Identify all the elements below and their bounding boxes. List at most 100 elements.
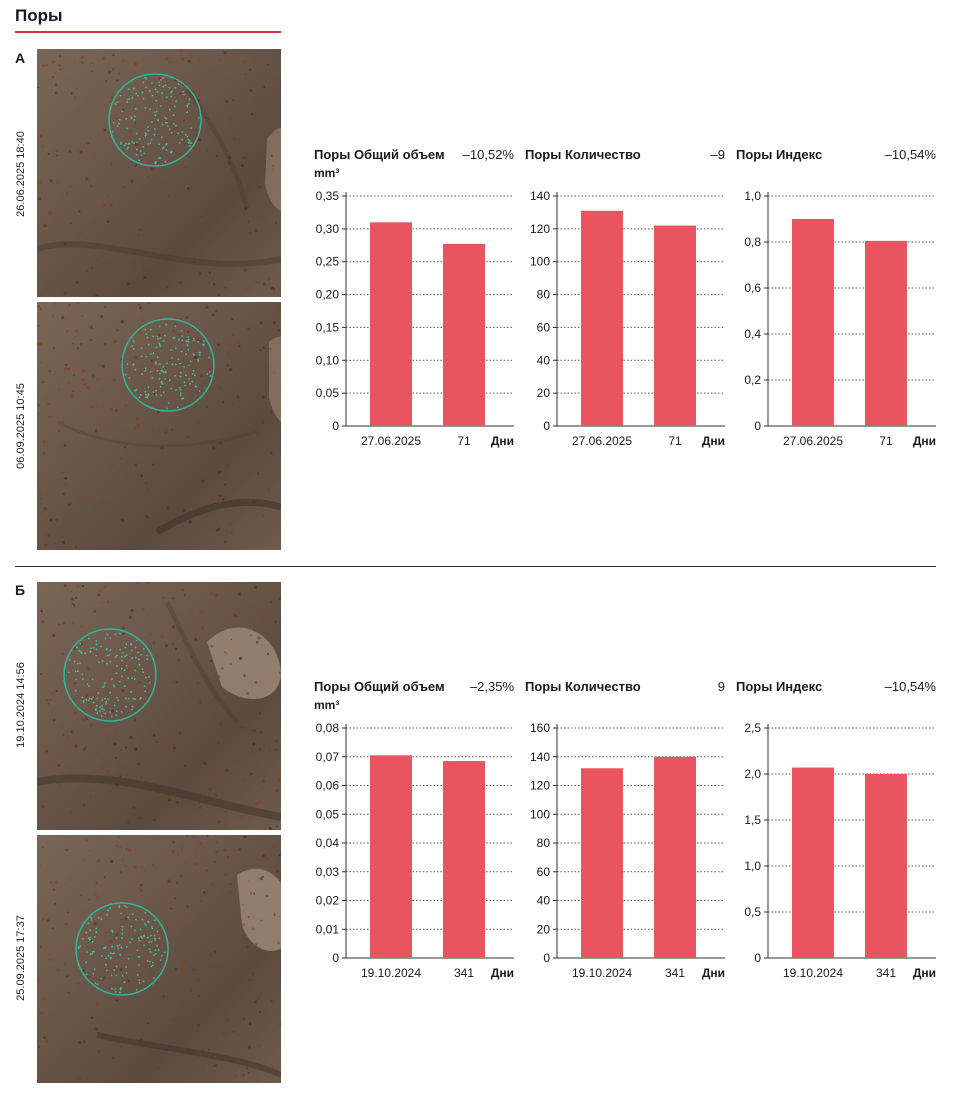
y-tick-label: 0,8	[744, 235, 761, 249]
bar	[792, 767, 834, 958]
y-tick-label: 0	[332, 951, 339, 965]
face-skin-photo-icon	[37, 835, 281, 1082]
bar	[443, 243, 485, 426]
y-tick-label: 0,5	[744, 905, 761, 919]
chart-svg: Поры Количество –9 0 20 40 60 80 100 120 140 27.06…	[525, 147, 725, 448]
bar	[654, 756, 696, 958]
section-label-a: А	[15, 50, 26, 66]
bar-chart-volume-a: Поры Общий объем –10,52% mm³ 0 0,05 0,10 0,15 0…	[312, 144, 518, 459]
section-label-b: Б	[15, 582, 26, 598]
chart-delta: –2,35%	[470, 679, 515, 694]
skin-photo	[37, 302, 281, 550]
skin-photo	[37, 49, 281, 297]
face-skin-photo-icon	[37, 49, 281, 297]
bar	[581, 210, 623, 426]
y-tick-label: 2,5	[744, 721, 761, 735]
analysis-circle	[63, 628, 157, 722]
bar-chart-volume-b: Поры Общий объем –2,35% mm³ 0 0,01 0,02 0,03 0,…	[312, 676, 518, 991]
y-tick-label: 0,05	[316, 386, 340, 400]
skin-photo	[37, 582, 281, 830]
y-tick-label: 0,06	[316, 779, 340, 793]
face-skin-photo-icon	[37, 302, 281, 549]
y-tick-label: 80	[537, 288, 551, 302]
face-skin-photo-icon	[37, 582, 281, 830]
chart-title: Поры Количество	[525, 147, 641, 162]
x-category-label: 341	[876, 966, 896, 980]
y-tick-label: 100	[530, 255, 550, 269]
bar	[443, 761, 485, 958]
x-category-label: 19.10.2024	[783, 966, 843, 980]
y-tick-label: 40	[537, 894, 551, 908]
y-tick-label: 100	[530, 807, 550, 821]
bar	[370, 222, 412, 426]
y-tick-label: 0,6	[744, 281, 761, 295]
title-underline	[15, 31, 281, 33]
chart-title: Поры Индекс	[736, 147, 822, 162]
y-tick-label: 140	[530, 189, 550, 203]
bar	[581, 768, 623, 958]
y-tick-label: 0,25	[316, 255, 340, 269]
bar	[654, 225, 696, 426]
chart-title: Поры Общий объем	[314, 147, 445, 162]
y-tick-label: 0	[754, 951, 761, 965]
chart-svg: Поры Общий объем –2,35% mm³ 0 0,01 0,02 0,03 0,…	[314, 679, 515, 980]
bar-chart-index-a: Поры Индекс –10,54% 0 0,2 0,4 0,6 0,8 1,0 27.06.…	[734, 144, 940, 459]
y-tick-label: 0,4	[744, 327, 761, 341]
chart-svg: Поры Индекс –10,54% 0 0,2 0,4 0,6 0,8 1,0 27.06.…	[736, 147, 936, 448]
x-axis-unit-label: Дни	[702, 966, 725, 980]
chart-svg: Поры Индекс –10,54% 0 0,5 1,0 1,5 2,0 2,5 19.10.…	[736, 679, 937, 980]
section-divider	[15, 566, 936, 567]
bar-chart-index-b: Поры Индекс –10,54% 0 0,5 1,0 1,5 2,0 2,5 19.10.…	[734, 676, 940, 991]
y-tick-label: 0,01	[316, 922, 340, 936]
y-tick-label: 0	[543, 951, 550, 965]
x-category-label: 341	[454, 966, 474, 980]
bar	[792, 219, 834, 426]
y-tick-label: 120	[530, 779, 550, 793]
x-category-label: 71	[879, 434, 893, 448]
chart-svg: Поры Общий объем –10,52% mm³ 0 0,05 0,10 0,15 0…	[314, 147, 515, 448]
chart-unit: mm³	[314, 166, 339, 180]
skin-photo	[37, 835, 281, 1083]
bar	[865, 240, 907, 426]
chart-delta: –10,52%	[463, 147, 515, 162]
y-tick-label: 140	[530, 750, 550, 764]
y-tick-label: 60	[537, 320, 551, 334]
y-tick-label: 0,15	[316, 320, 340, 334]
chart-delta: –9	[711, 147, 725, 162]
analysis-circle	[121, 318, 215, 412]
y-tick-label: 0,35	[316, 189, 340, 203]
chart-svg: Поры Количество 9 0 20 40 60 80 100 120 140 160 19.…	[525, 679, 725, 980]
analysis-circle	[75, 902, 169, 996]
y-tick-label: 20	[537, 922, 551, 936]
chart-delta: 9	[718, 679, 725, 694]
y-tick-label: 0,03	[316, 865, 340, 879]
x-category-label: 19.10.2024	[361, 966, 421, 980]
bar	[370, 755, 412, 958]
x-category-label: 27.06.2025	[361, 434, 421, 448]
bar-chart-count-b: Поры Количество 9 0 20 40 60 80 100 120 140 160 19.…	[523, 676, 729, 991]
y-tick-label: 0,30	[316, 222, 340, 236]
bar	[865, 774, 907, 958]
chart-unit: mm³	[314, 698, 339, 712]
x-axis-unit-label: Дни	[491, 434, 514, 448]
y-tick-label: 0,2	[744, 373, 761, 387]
x-category-label: 71	[668, 434, 682, 448]
x-category-label: 19.10.2024	[572, 966, 632, 980]
y-tick-label: 0,20	[316, 288, 340, 302]
x-axis-unit-label: Дни	[702, 434, 725, 448]
x-axis-unit-label: Дни	[491, 966, 514, 980]
y-tick-label: 0,04	[316, 836, 340, 850]
y-tick-label: 1,5	[744, 813, 761, 827]
y-tick-label: 1,0	[744, 189, 761, 203]
y-tick-label: 120	[530, 222, 550, 236]
x-category-label: 27.06.2025	[572, 434, 632, 448]
y-tick-label: 160	[530, 721, 550, 735]
x-category-label: 27.06.2025	[783, 434, 843, 448]
chart-delta: –10,54%	[885, 679, 937, 694]
y-tick-label: 60	[537, 865, 551, 879]
y-tick-label: 2,0	[744, 767, 761, 781]
y-tick-label: 0,07	[316, 750, 340, 764]
x-axis-unit-label: Дни	[913, 434, 936, 448]
y-tick-label: 0,02	[316, 894, 340, 908]
page-title: Поры	[15, 6, 63, 25]
